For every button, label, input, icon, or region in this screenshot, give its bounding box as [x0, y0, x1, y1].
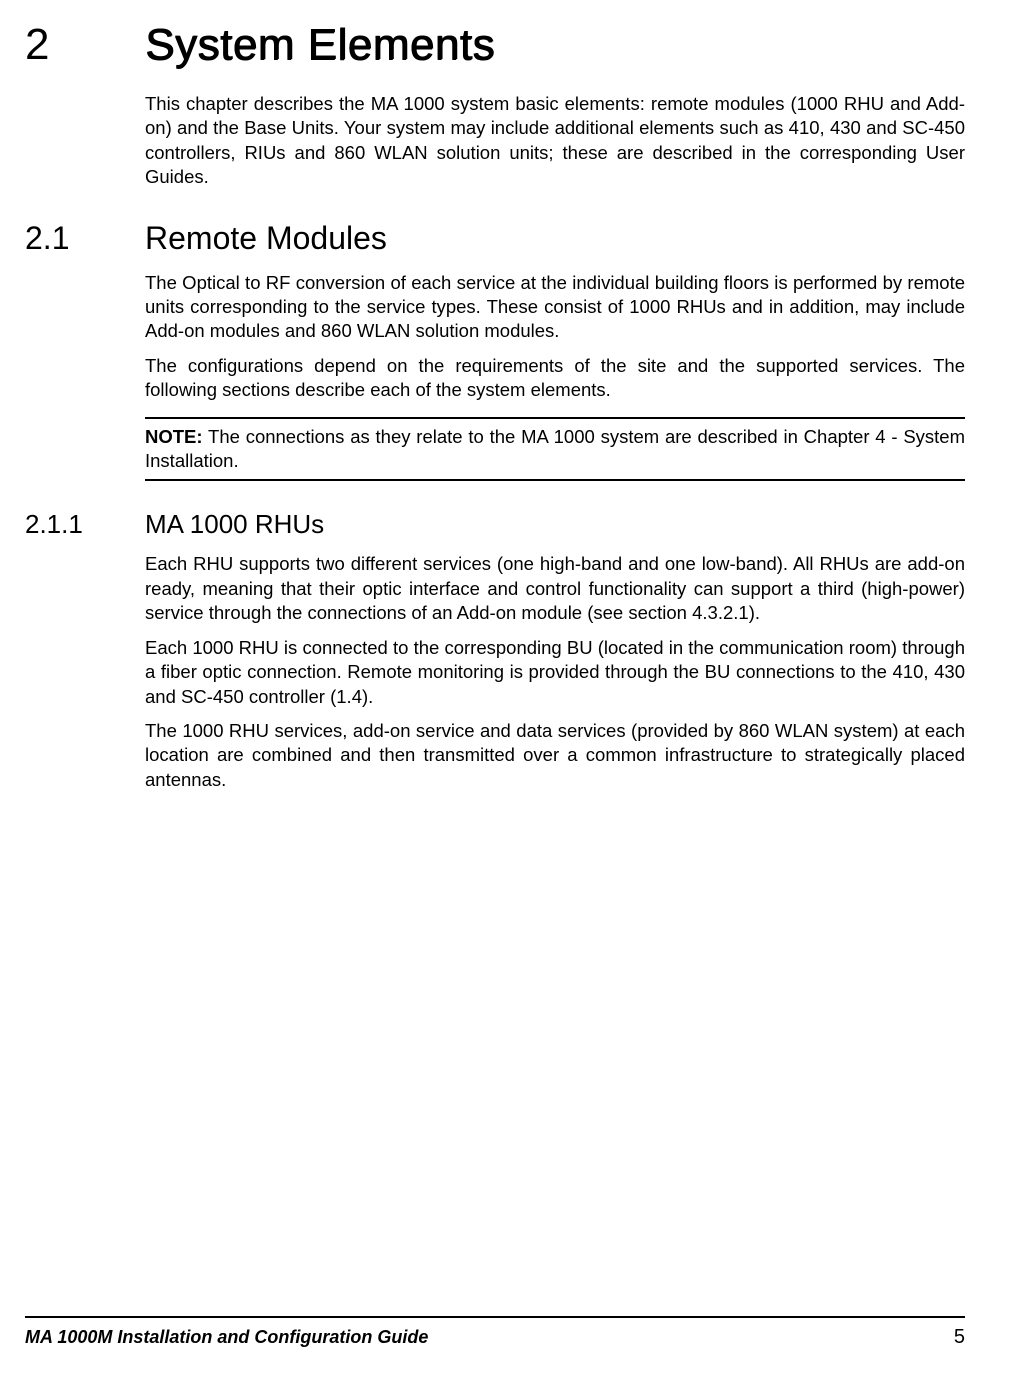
note-label: NOTE:: [145, 426, 203, 447]
footer-doc-title: MA 1000M Installation and Configuration …: [25, 1327, 428, 1348]
chapter-number: 2: [25, 20, 145, 70]
chapter-title: System Elements: [145, 20, 495, 70]
chapter-intro-text: This chapter describes the MA 1000 syste…: [145, 92, 965, 190]
section-2-1-para1: The Optical to RF conversion of each ser…: [145, 271, 965, 344]
section-heading-2-1: 2.1 Remote Modules: [25, 220, 965, 257]
note-box: NOTE: The connections as they relate to …: [145, 417, 965, 482]
page-footer: MA 1000M Installation and Configuration …: [25, 1316, 965, 1349]
section-2-1-para2: The configurations depend on the require…: [145, 354, 965, 403]
section-2-1-1-para3: The 1000 RHU services, add-on service an…: [145, 719, 965, 792]
subsection-heading-2-1-1: 2.1.1 MA 1000 RHUs: [25, 509, 965, 540]
section-title: Remote Modules: [145, 220, 387, 257]
subsection-title: MA 1000 RHUs: [145, 509, 324, 540]
note-text: The connections as they relate to the MA…: [145, 426, 965, 471]
chapter-heading: 2 System Elements: [25, 20, 965, 70]
section-2-1-1-para1: Each RHU supports two different services…: [145, 552, 965, 625]
footer-content: MA 1000M Installation and Configuration …: [25, 1326, 965, 1349]
section-number: 2.1: [25, 220, 145, 257]
footer-page-number: 5: [954, 1326, 965, 1349]
section-2-1-1-para2: Each 1000 RHU is connected to the corres…: [145, 636, 965, 709]
footer-divider: [25, 1316, 965, 1318]
subsection-number: 2.1.1: [25, 509, 145, 540]
